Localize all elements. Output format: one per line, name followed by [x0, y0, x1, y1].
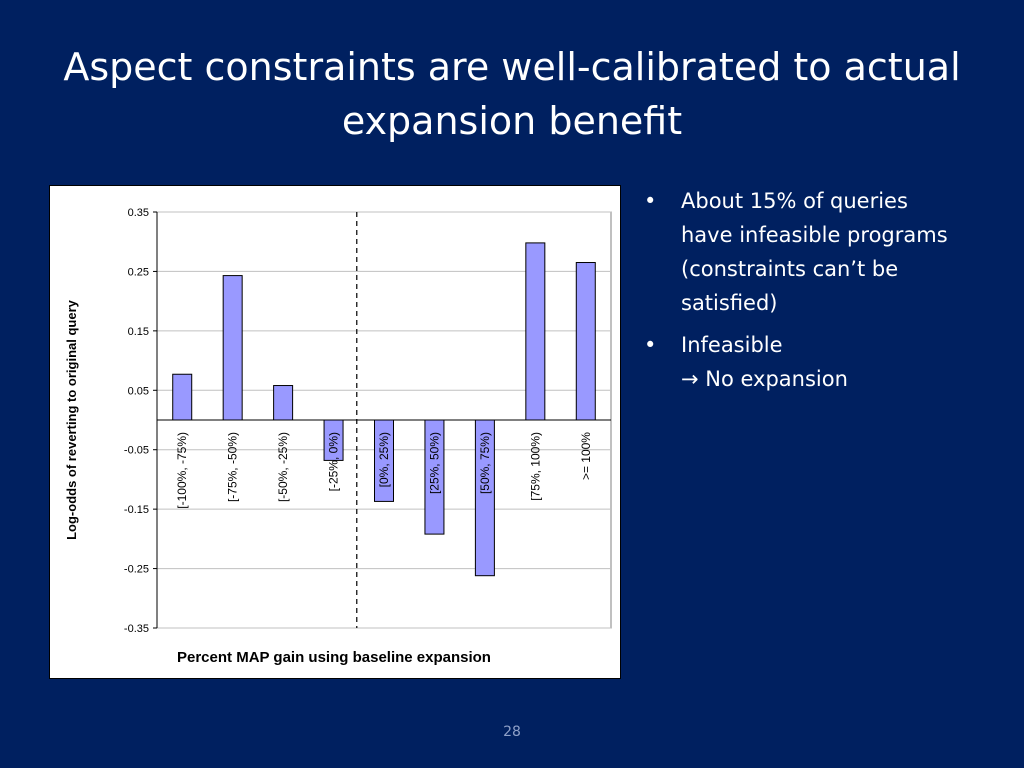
category-label: [-25%, 0%): [327, 432, 341, 491]
category-label: [50%, 75%): [478, 432, 492, 494]
category-label: >= 100%: [579, 432, 593, 480]
bar: [222, 275, 243, 421]
slide-title: Aspect constraints are well-calibrated t…: [63, 45, 961, 143]
category-label: [75%, 100%): [528, 432, 542, 501]
y-tick-label: 0.25: [128, 266, 149, 278]
bars: [172, 242, 596, 577]
bar: [273, 385, 294, 421]
bar: [575, 262, 596, 421]
bullet-text-line: Infeasible: [681, 333, 783, 357]
y-tick-label: -0.35: [124, 623, 149, 635]
y-tick-label: -0.05: [124, 445, 149, 457]
category-labels: [-100%, -75%) [-75%, -50%) [-50%, -25%) [-2…: [175, 432, 593, 509]
x-axis-label: Percent MAP gain using baseline expansio…: [177, 649, 491, 666]
bullet-list: • About 15% of queries have infeasible p…: [640, 184, 1010, 404]
bullet-dot-icon: •: [644, 333, 657, 357]
y-tick-label: 0.05: [128, 385, 149, 397]
bullet-text-line: satisfied): [681, 291, 778, 315]
category-label: [-100%, -75%): [175, 432, 189, 509]
slide-number: 28: [503, 724, 521, 740]
y-tick-label: 0.35: [128, 207, 149, 219]
y-tick-label: -0.25: [124, 564, 149, 576]
bullet-text-line: (constraints can’t be: [681, 257, 899, 281]
y-tick-label: -0.15: [124, 504, 149, 516]
bar: [525, 242, 546, 421]
y-axis-label: Log-odds of reverting to original query: [64, 299, 79, 540]
bullet-text-line: → No expansion: [681, 367, 848, 391]
y-tick-label: 0.15: [128, 326, 149, 338]
category-label: [25%, 50%): [427, 432, 441, 494]
bullet-dot-icon: •: [644, 189, 657, 213]
bullet-text-line: have infeasible programs: [681, 223, 948, 247]
bullet-item: • About 15% of queries have infeasible p…: [640, 184, 1010, 320]
y-axis-ticks: 0.35 0.25 0.15 0.05 -0.05 -0.15 -0.25 -0.35: [124, 207, 158, 635]
category-label: [-50%, -25%): [276, 432, 290, 502]
category-label: [-75%, -50%): [226, 432, 240, 502]
bar: [172, 373, 193, 421]
chart-container: 0.35 0.25 0.15 0.05 -0.05 -0.15 -0.25 -0.35 [-1…: [49, 185, 621, 679]
bullet-item: • Infeasible → No expansion: [640, 328, 1010, 396]
category-label: [0%, 25%): [377, 432, 391, 487]
bar-chart: 0.35 0.25 0.15 0.05 -0.05 -0.15 -0.25 -0.35 [-1…: [64, 207, 612, 666]
bullet-text-line: About 15% of queries: [681, 189, 908, 213]
